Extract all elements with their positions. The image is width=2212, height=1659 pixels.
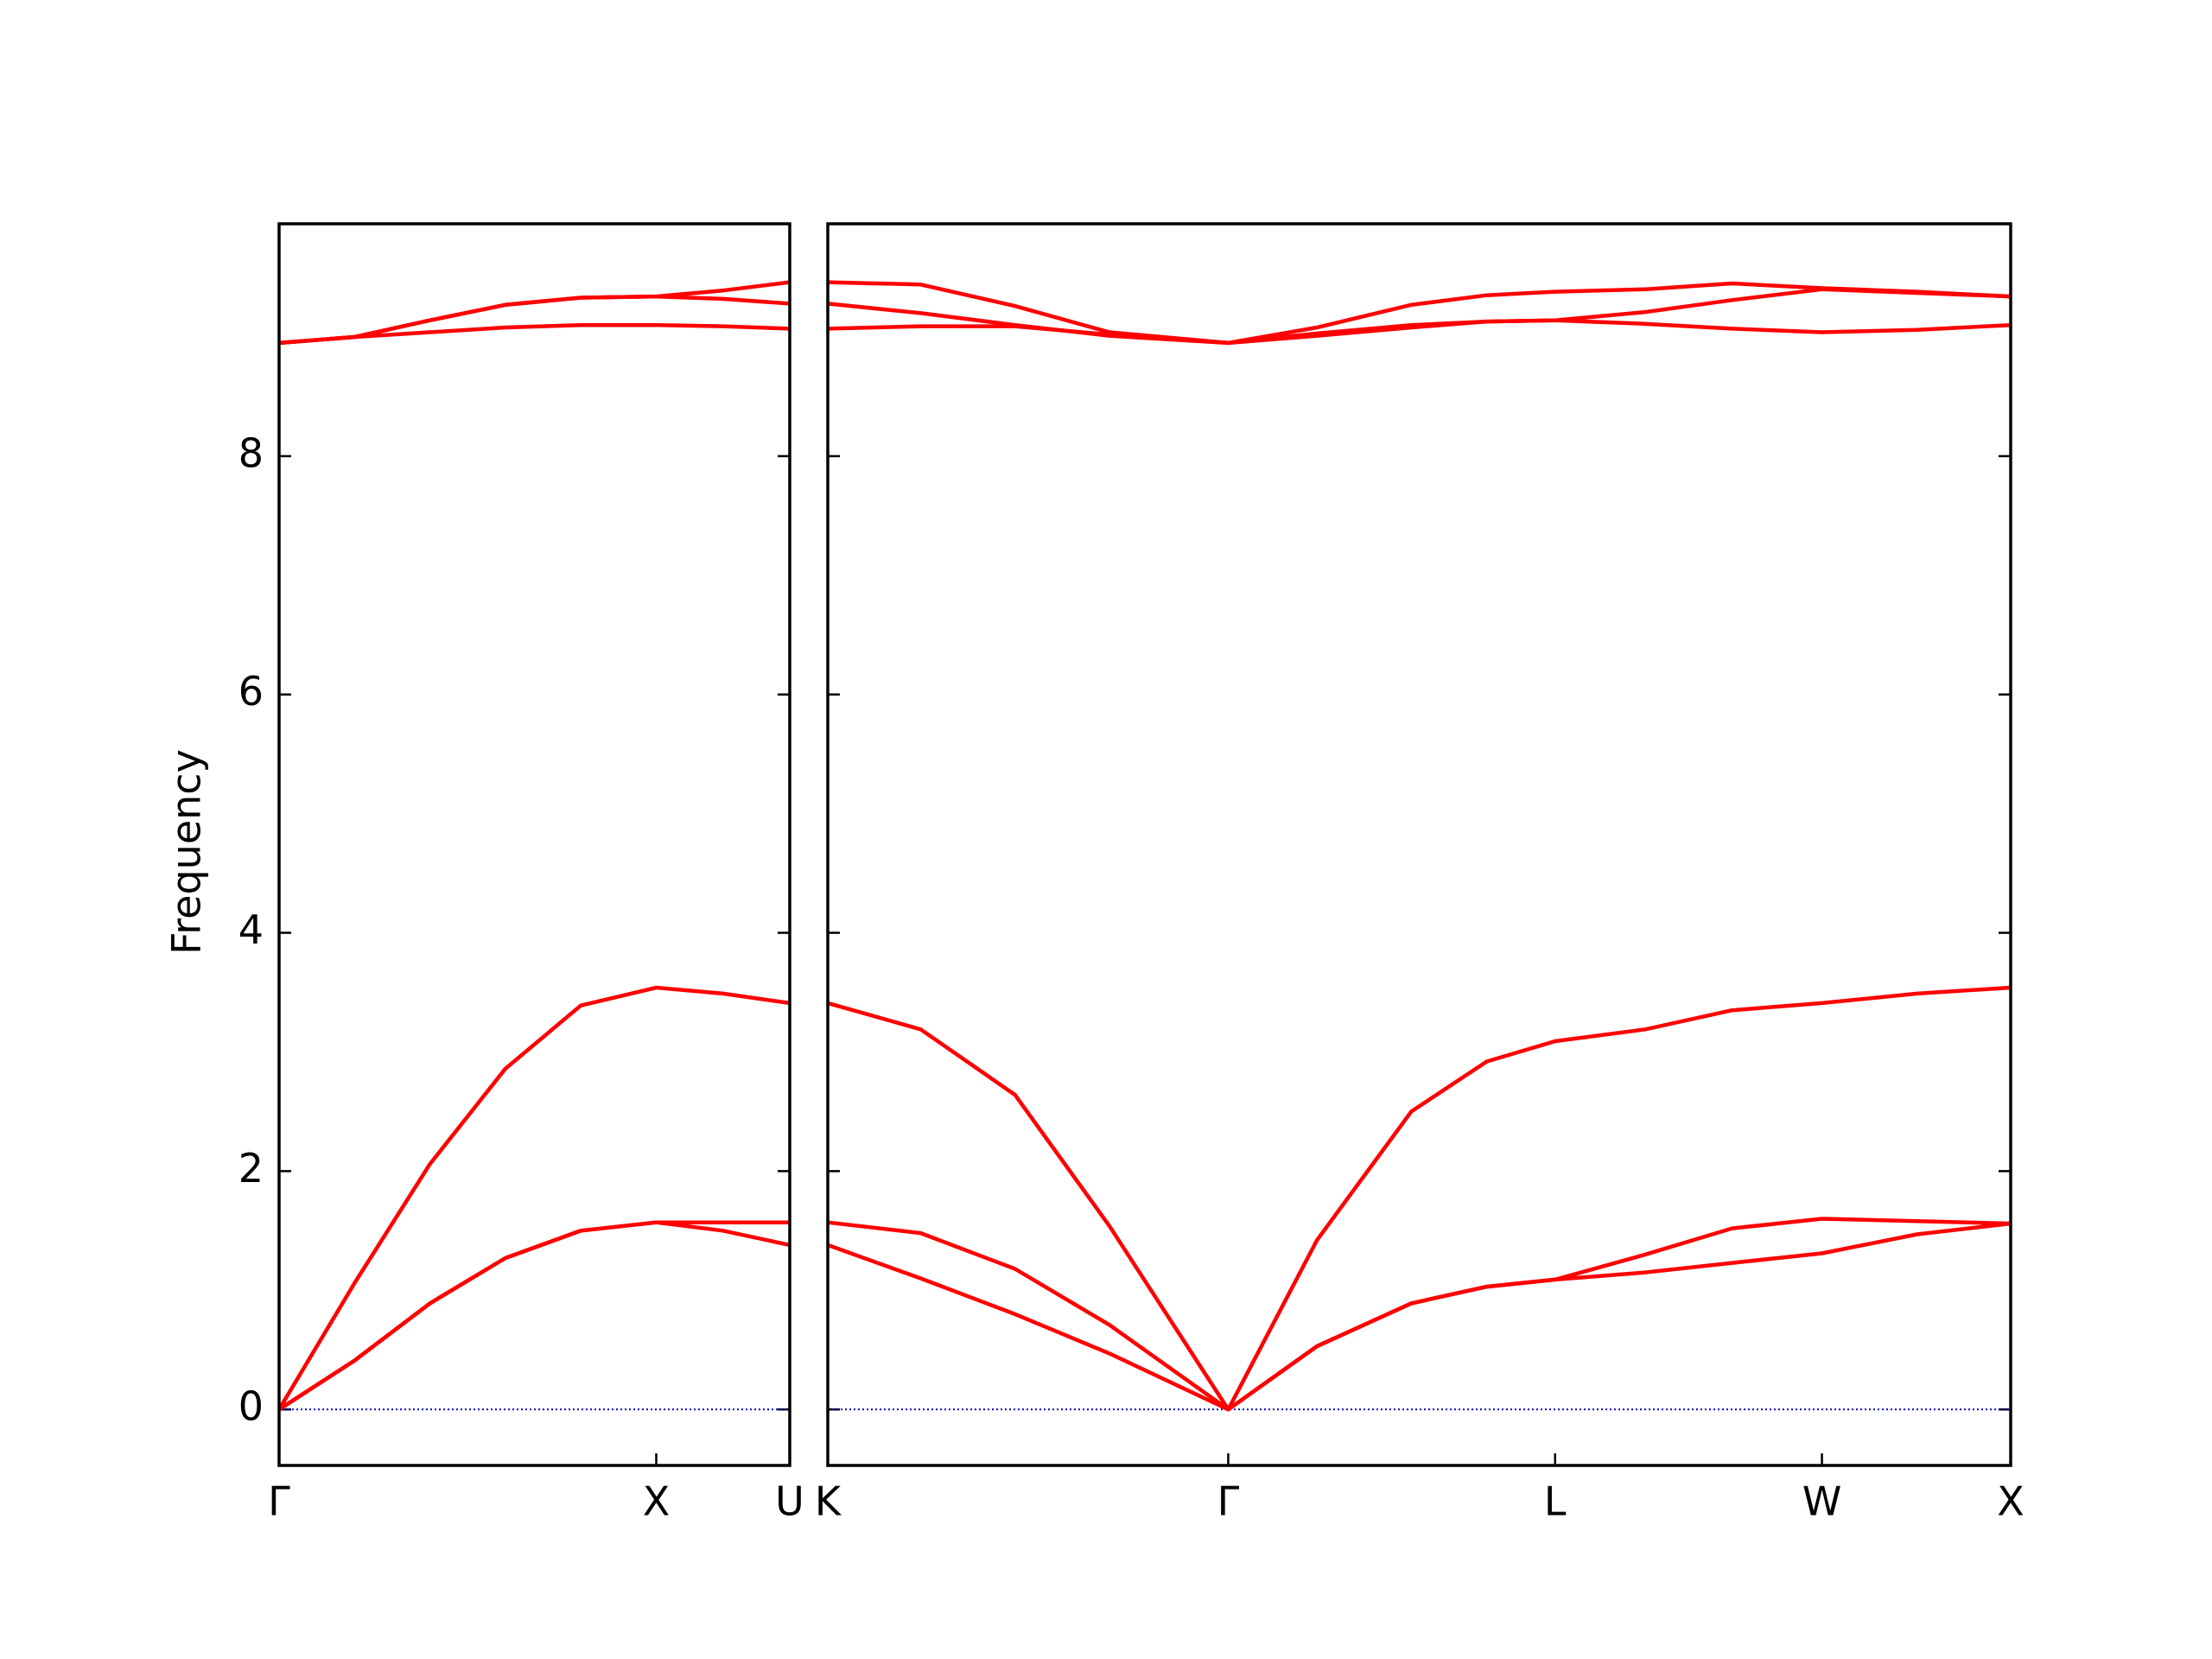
band-line (827, 1217, 2012, 1412)
y-tick-label: 4 (238, 906, 264, 953)
band-line (827, 1221, 2012, 1412)
band-line (827, 287, 2012, 346)
y-tick-label: 0 (238, 1383, 264, 1430)
plot-frame (826, 222, 2012, 1467)
x-tick-label: K (815, 1478, 842, 1525)
y-tick-label: 2 (238, 1145, 264, 1192)
band-line (277, 985, 791, 1411)
x-tick-label: Γ (268, 1478, 290, 1525)
band-line (278, 322, 791, 346)
x-tick-label: W (1802, 1478, 1841, 1525)
band-line (827, 985, 2012, 1412)
band-line (277, 1220, 790, 1412)
band-line (827, 280, 2012, 346)
y-tick-label: 6 (238, 668, 264, 715)
band-line (277, 1220, 791, 1412)
x-tick-label: L (1544, 1478, 1567, 1525)
x-tick-label: Γ (1217, 1478, 1240, 1525)
plot-frame (277, 222, 791, 1467)
x-tick-label: X (643, 1478, 671, 1525)
band-line (278, 280, 791, 346)
x-tick-label: X (1997, 1478, 2024, 1525)
x-tick-label: U (775, 1478, 804, 1525)
y-tick-label: 8 (238, 429, 264, 476)
y-axis-label: Frequency (163, 749, 210, 955)
